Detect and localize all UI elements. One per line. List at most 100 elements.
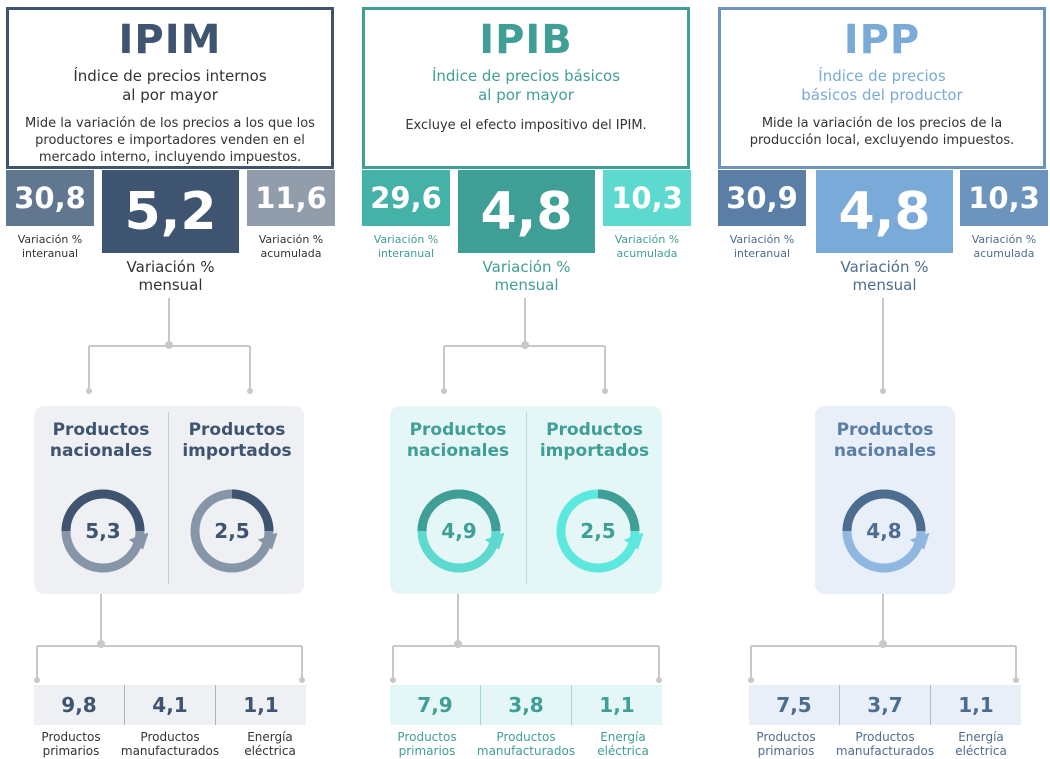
ipp-energia-value: 1,1 [958, 693, 994, 717]
ipib-imp-title2: importados [539, 441, 650, 461]
ipim-description: Mide la variación de los precios a los q… [17, 115, 323, 166]
sub-divider [839, 685, 840, 725]
ipp-mensual-cap2: mensual [852, 276, 917, 294]
ipim-mensual-cap1: Variación % [126, 258, 215, 276]
ipib-acumulada-value: 10,3 [603, 170, 691, 226]
ipim-manufacturados-value: 4,1 [152, 693, 188, 717]
ipib-products-panel: Productos nacionales 4,9 Productos impor… [390, 406, 662, 594]
ipib-sub1-cap1: Productos [397, 730, 457, 744]
ipim-nacionales-title: Productos nacionales [34, 420, 168, 462]
ipp-mensual-value: 4,8 [816, 170, 953, 253]
ipim-energia-caption: Energía eléctrica [225, 730, 315, 758]
ipp-sub3-cap1: Energía [958, 730, 1004, 744]
ipib-manufacturados-value: 3,8 [508, 693, 544, 717]
ipim-interanual-value: 30,8 [6, 170, 94, 226]
ipim-name-line1: Índice de precios internos [73, 67, 267, 85]
ipp-name-line1: Índice de precios [818, 67, 946, 85]
ipim-primarios-value: 9,8 [61, 693, 97, 717]
ipp-energia-caption: Energía eléctrica [936, 730, 1026, 758]
ipib-importados-value: 2,5 [580, 519, 616, 543]
ipim-mensual-cap2: mensual [138, 276, 203, 294]
ipib-acumulada-caption: Variación % acumulada [601, 233, 693, 261]
ipp-nacionales-title: Productos nacionales [815, 420, 955, 462]
ipim-nac-title2: nacionales [49, 441, 153, 461]
panel-divider [526, 412, 527, 584]
ipib-sub1-cap2: primarios [398, 744, 456, 758]
ipib-manufacturados-caption: Productos manufacturados [464, 730, 588, 758]
ipim-subcategory-row: 9,8 4,1 1,1 [34, 685, 306, 725]
ipim-sub3-cap1: Energía [247, 730, 293, 744]
ipib-name-line2: al por mayor [478, 86, 574, 104]
ipib-acumulada-cap1: Variación % [614, 233, 680, 246]
ipp-description: Mide la variación de los precios de la p… [729, 115, 1035, 149]
ipib-subcategory-row: 7,9 3,8 1,1 [390, 685, 662, 725]
ipib-acumulada-cap2: acumulada [616, 247, 678, 260]
sub-divider [571, 685, 572, 725]
cycle-arrow-icon [556, 489, 643, 573]
ipim-imp-title1: Productos [188, 420, 286, 440]
ipib-sub2-cap1: Productos [496, 730, 556, 744]
ipib-interanual-value: 29,6 [362, 170, 450, 226]
ipim-sub3-cap2: eléctrica [244, 744, 296, 758]
ipim-products-panel: Productos nacionales 5,3 Productos impor… [34, 406, 304, 594]
ipim-name-line2: al por mayor [122, 86, 218, 104]
ipp-header-box: IPP Índice de precios básicos del produc… [718, 7, 1046, 169]
ipim-sub2-cap2: manufacturados [120, 744, 220, 758]
ipim-acronym: IPIM [118, 17, 222, 63]
ipib-header-box: IPIB Índice de precios básicos al por ma… [362, 7, 690, 169]
ipib-desc-line1: Excluye el efecto impositivo del IPIM. [405, 118, 647, 133]
ipp-interanual-cap1: Variación % [729, 233, 795, 246]
ipib-primarios-value: 7,9 [417, 693, 453, 717]
ipp-acumulada-caption: Variación % acumulada [958, 233, 1050, 261]
ipim-nacionales-value: 5,3 [85, 519, 121, 543]
ipim-desc-line3: mercado interno, incluyendo impuestos. [38, 150, 302, 165]
cycle-arrow-icon [842, 489, 929, 573]
ipib-sub3-cap2: eléctrica [597, 744, 649, 758]
ipp-subcategory-row: 7,5 3,7 1,1 [749, 685, 1021, 725]
sub-divider [215, 685, 216, 725]
ipib-name: Índice de precios básicos al por mayor [365, 67, 687, 105]
ipp-sub1-cap1: Productos [756, 730, 816, 744]
ipib-sub3-cap1: Energía [600, 730, 646, 744]
ipim-sub2-cap1: Productos [140, 730, 200, 744]
ipp-primarios-value: 7,5 [776, 693, 812, 717]
ipim-acumulada-cap1: Variación % [258, 233, 324, 246]
ipib-mensual-cap1: Variación % [482, 258, 571, 276]
ipim-desc-line2: productores e importadores venden en el [35, 133, 305, 148]
ipim-mensual-caption: Variación % mensual [102, 258, 239, 294]
ipib-name-line1: Índice de precios básicos [431, 67, 621, 85]
ipp-acumulada-value: 10,3 [960, 170, 1048, 226]
ipim-importados-title: Productos importados [170, 420, 304, 462]
sub-divider [124, 685, 125, 725]
ipim-acumulada-value: 11,6 [247, 170, 335, 226]
ipim-mensual-value: 5,2 [102, 170, 239, 253]
ipp-name: Índice de precios básicos del productor [721, 67, 1043, 105]
ipib-description: Excluye el efecto impositivo del IPIM. [373, 117, 679, 134]
ipp-mensual-caption: Variación % mensual [816, 258, 953, 294]
ipp-acumulada-cap1: Variación % [971, 233, 1037, 246]
ipib-mensual-cap2: mensual [494, 276, 559, 294]
ipib-interanual-caption: Variación % interanual [360, 233, 452, 261]
ipib-importados-title: Productos importados [527, 420, 662, 462]
ipp-acronym: IPP [843, 17, 921, 63]
ipim-energia-value: 1,1 [243, 693, 279, 717]
ipp-primarios-caption: Productos primarios [739, 730, 833, 758]
ipim-acumulada-cap2: acumulada [260, 247, 322, 260]
cycle-arrow-icon [190, 489, 277, 573]
ipp-sub1-cap2: primarios [757, 744, 815, 758]
ipp-sub2-cap1: Productos [855, 730, 915, 744]
ipim-acumulada-caption: Variación % acumulada [245, 233, 337, 261]
ipp-products-panel: Productos nacionales 4,8 [815, 406, 955, 594]
ipp-manufacturados-value: 3,7 [867, 693, 903, 717]
panel-divider [168, 412, 169, 584]
ipib-imp-title1: Productos [546, 420, 643, 440]
ipp-name-line2: básicos del productor [801, 86, 963, 104]
ipib-acronym: IPIB [479, 17, 573, 63]
ipib-nac-title2: nacionales [406, 441, 510, 461]
ipib-nacionales-value: 4,9 [441, 519, 477, 543]
ipp-nac-title1: Productos [836, 420, 934, 440]
ipib-mensual-caption: Variación % mensual [458, 258, 595, 294]
ipim-primarios-caption: Productos primarios [24, 730, 118, 758]
ipim-desc-line1: Mide la variación de los precios a los q… [25, 116, 315, 131]
sub-divider [480, 685, 481, 725]
